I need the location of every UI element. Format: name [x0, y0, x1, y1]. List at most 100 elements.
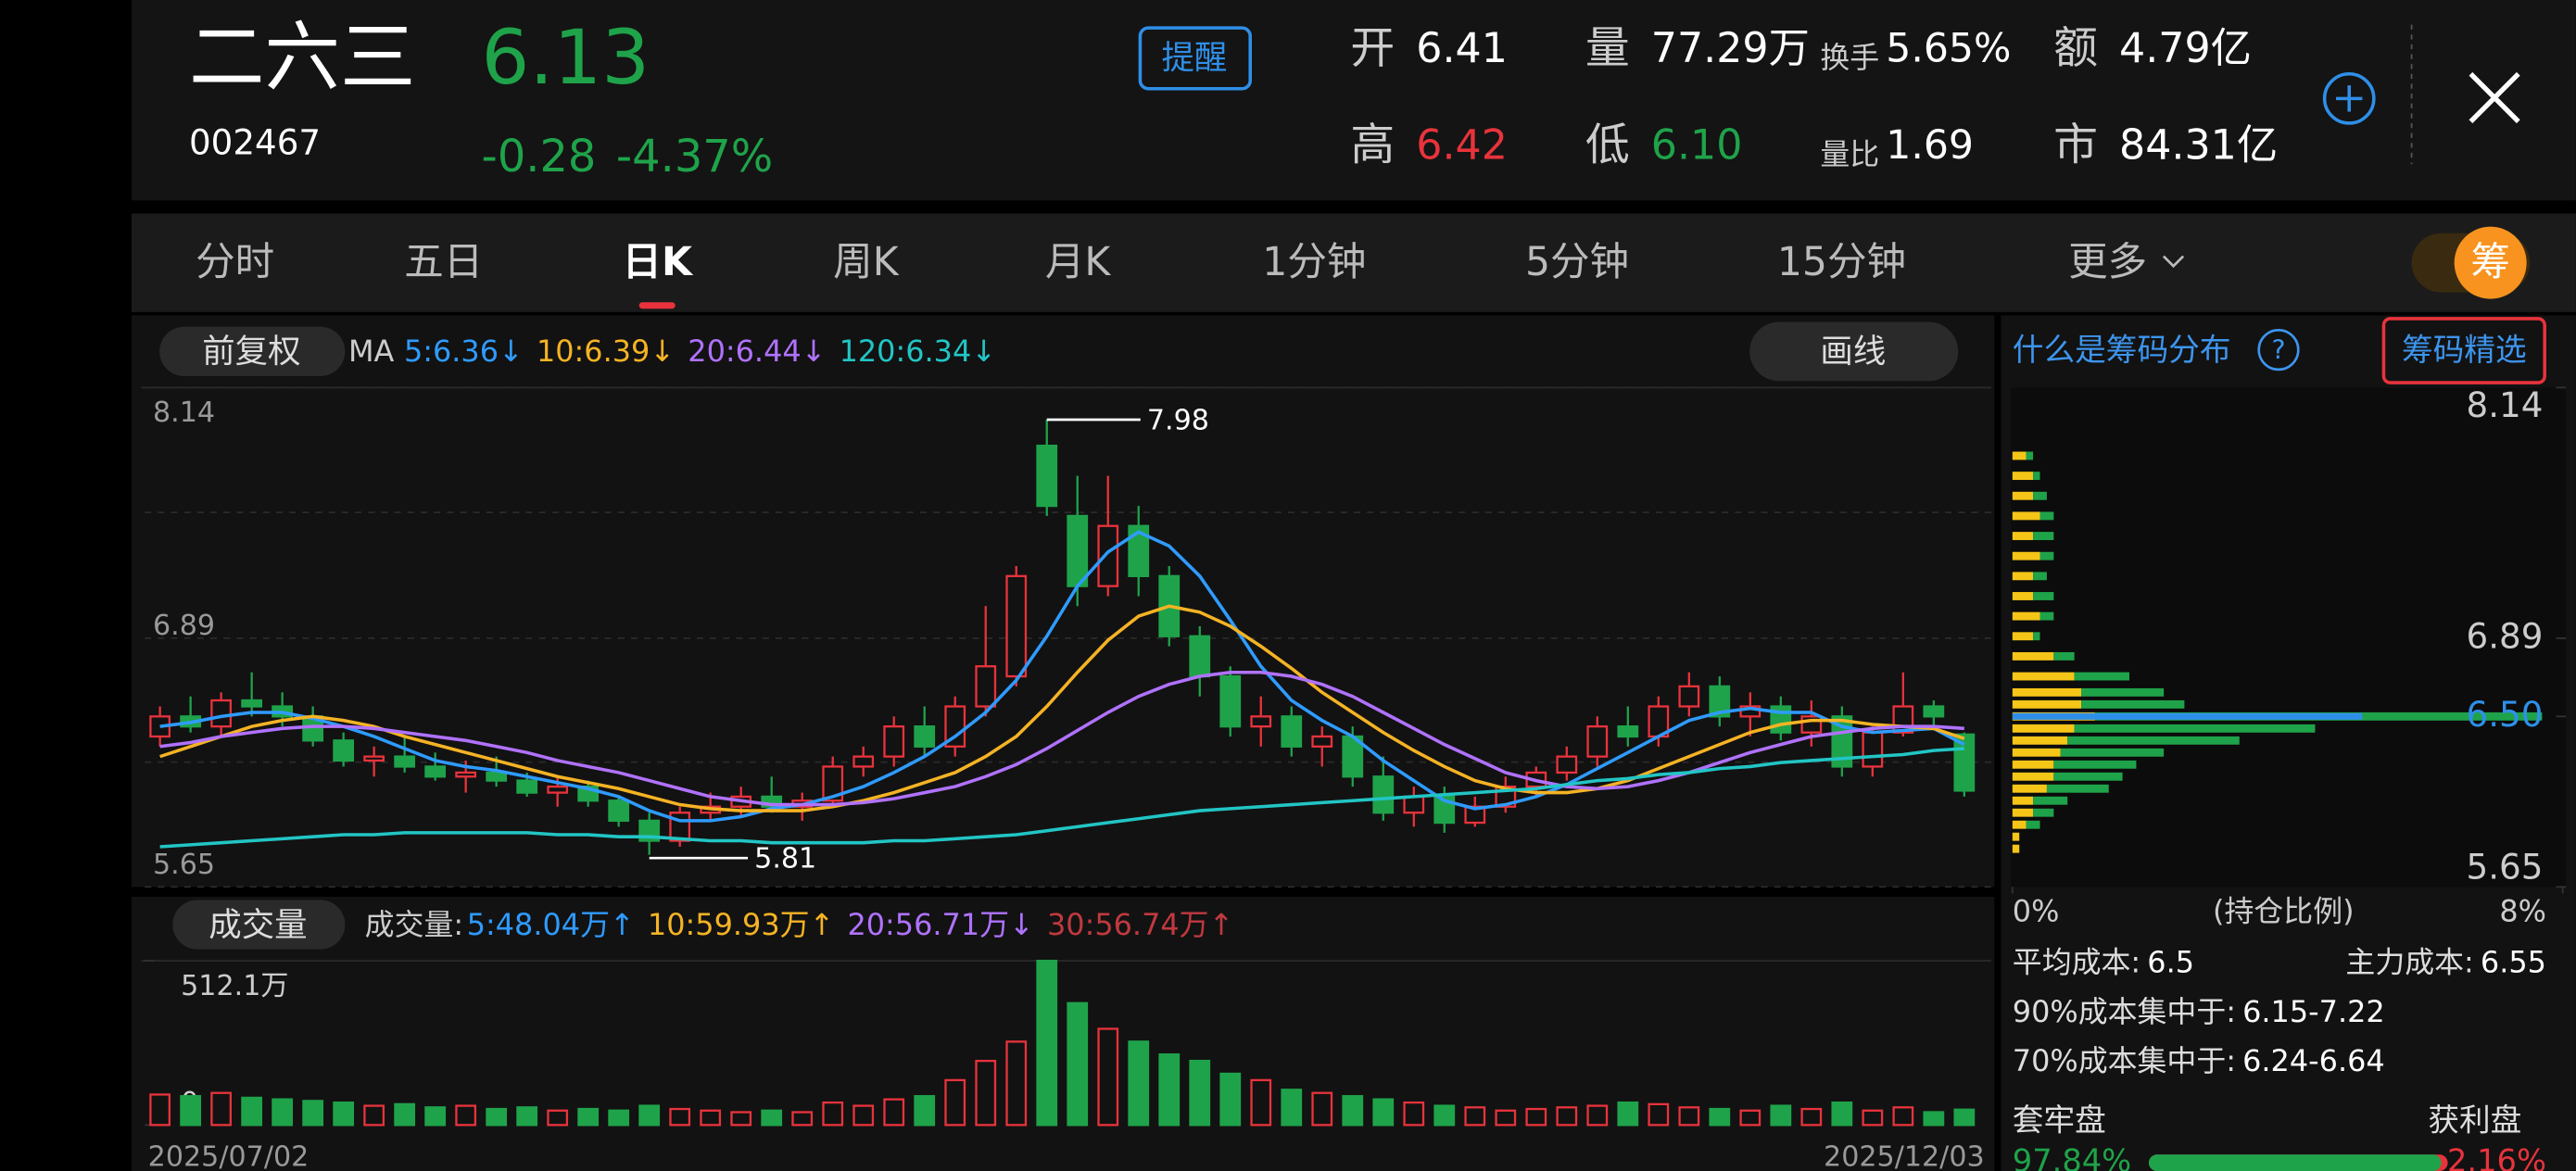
- volume-bar: [1739, 1109, 1762, 1127]
- candle-body: [1219, 674, 1242, 728]
- candle-body: [1586, 725, 1609, 758]
- volume-bar: [149, 1093, 171, 1127]
- value: 6.24-6.64: [2242, 1043, 2385, 1078]
- candle-body: [516, 779, 538, 794]
- adjust-label[interactable]: 前复权: [202, 333, 300, 371]
- alert-button[interactable]: [1138, 26, 1252, 91]
- stat-value: 6.10: [1651, 122, 1743, 170]
- chip-bar: [2060, 748, 2165, 757]
- volume-bar: [577, 1107, 600, 1127]
- draw-label[interactable]: 画线: [1820, 333, 1886, 371]
- stat-value: 4.79亿: [2119, 25, 2252, 72]
- volume-bar: [1617, 1101, 1639, 1127]
- chip-tick-label: 8.14: [2467, 384, 2544, 425]
- help-icon[interactable]: [2257, 329, 2300, 371]
- alert-label[interactable]: 提醒: [1162, 39, 1228, 77]
- chip-select-button[interactable]: [2381, 317, 2546, 384]
- adjust-button[interactable]: [159, 326, 346, 376]
- candle-body: [1678, 685, 1700, 708]
- volume-bar: [791, 1111, 814, 1127]
- tab[interactable]: 日K: [622, 240, 694, 285]
- header-bg: [131, 0, 2576, 201]
- ma-line: [159, 530, 1965, 823]
- chip-bar: [2012, 820, 2027, 829]
- tab[interactable]: 五日: [404, 240, 483, 285]
- candle-body: [486, 771, 508, 782]
- chip-toggle-knob[interactable]: [2454, 226, 2527, 299]
- chip-bar: [2026, 451, 2034, 460]
- chip-bar: [2012, 772, 2054, 781]
- chip-bar: [2081, 687, 2165, 697]
- vol-item: 20:56.71万↓: [847, 907, 1033, 942]
- chip-bar: [2012, 796, 2034, 805]
- stat-label: 量: [1585, 23, 1630, 74]
- chip-bar: [2039, 551, 2054, 560]
- stat-value: 77.29万: [1651, 25, 1810, 72]
- volume-bar: [730, 1111, 752, 1127]
- chip-help-link[interactable]: 什么是筹码分布: [2013, 332, 2231, 368]
- chip-bar: [2053, 772, 2123, 781]
- close-button[interactable]: [2469, 71, 2520, 124]
- vol-item: 10:59.93万↑: [648, 907, 834, 942]
- stat-label: 低: [1585, 120, 1630, 171]
- stat-value: 6.42: [1416, 122, 1508, 170]
- volume-bar: [1556, 1106, 1578, 1127]
- tab[interactable]: 5分钟: [1525, 240, 1629, 285]
- volume-button[interactable]: [172, 900, 346, 950]
- add-button[interactable]: [2322, 72, 2376, 125]
- volume-button-label[interactable]: 成交量: [208, 906, 307, 944]
- chip-bar: [2012, 760, 2054, 769]
- volume-bar: [1892, 1106, 1914, 1127]
- tab[interactable]: 周K: [833, 240, 900, 285]
- candle-body: [1281, 715, 1303, 748]
- cost-70: 70%成本集中于: 6.24-6.64: [2013, 1043, 2385, 1078]
- tab[interactable]: 1分钟: [1262, 240, 1366, 285]
- chip-bar: [2012, 451, 2027, 460]
- tab[interactable]: 月K: [1045, 240, 1112, 285]
- tab[interactable]: 15分钟: [1777, 240, 1906, 285]
- volume-bar: [394, 1102, 416, 1127]
- chip-bar: [2012, 651, 2054, 661]
- ma-line: [159, 670, 1964, 807]
- volume-bar: [669, 1107, 691, 1127]
- chip-bar: [2039, 611, 2054, 621]
- label: 主力成本:: [2345, 945, 2473, 980]
- ma-item: 10:6.39↓: [537, 334, 675, 369]
- candle-body: [1617, 725, 1639, 738]
- volume-bar: [486, 1107, 508, 1127]
- candle-body: [608, 800, 630, 823]
- chip-bar: [2033, 632, 2040, 641]
- help-mark[interactable]: ?: [2271, 334, 2285, 365]
- profit-label: 获利盘: [2428, 1102, 2521, 1138]
- ma-legend: MA 5:6.36↓ 10:6.39↓ 20:6.44↓ 120:6.34↓: [348, 334, 996, 369]
- volume-bar: [210, 1091, 233, 1127]
- chip-toggle-label[interactable]: 筹: [2470, 240, 2510, 285]
- chip-bar: [2012, 724, 2075, 733]
- volume-bar: [1862, 1109, 1884, 1127]
- change: -0.28: [482, 132, 597, 183]
- add-icon: [2336, 85, 2363, 112]
- volume-bar: [761, 1109, 783, 1127]
- chip-bar: [2033, 472, 2040, 481]
- chip-bar: [2033, 572, 2047, 581]
- chip-x-label: 0%: [2013, 894, 2060, 929]
- x-tick-label: 2025/12/03: [1824, 1140, 1985, 1171]
- volume-bar: [1403, 1101, 1425, 1127]
- tab[interactable]: 更多: [2068, 240, 2147, 285]
- ma-item: 20:6.44↓: [688, 334, 826, 369]
- x-tick-label: 2025/07/02: [148, 1140, 309, 1171]
- volume-bar: [883, 1098, 905, 1127]
- volume-bar: [944, 1078, 966, 1127]
- chip-bar: [2033, 592, 2054, 600]
- draw-button[interactable]: [1749, 321, 1959, 382]
- volume-bar: [1097, 1027, 1119, 1127]
- chip-bar: [2012, 611, 2040, 621]
- tab[interactable]: 分时: [196, 240, 274, 285]
- ma-line: [159, 747, 1964, 849]
- chip-bar: [2012, 844, 2020, 853]
- volume-bar: [1219, 1072, 1242, 1127]
- chip-bar: [2081, 699, 2185, 709]
- volume-bar: [1281, 1089, 1303, 1127]
- chip-select-label[interactable]: 筹码精选: [2402, 332, 2527, 368]
